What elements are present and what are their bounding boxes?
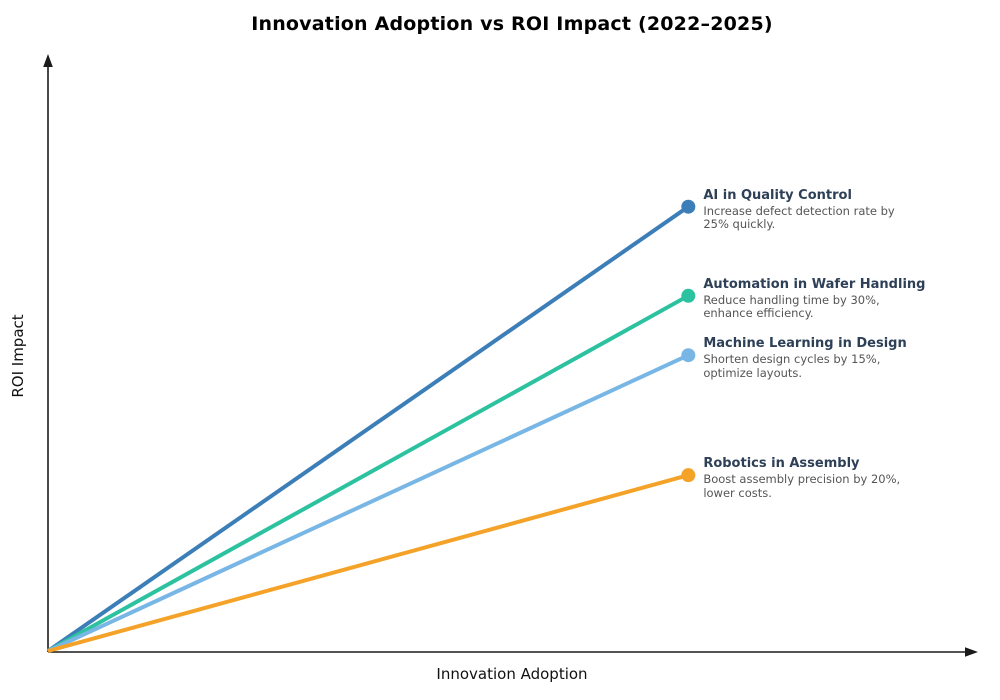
series-endpoint-dot-0 — [681, 199, 696, 214]
annotation-body: Boost assembly precision by 20%, lower c… — [703, 472, 901, 500]
annotation-2: Machine Learning in Design Shorten design… — [703, 336, 973, 380]
series-layer — [46, 199, 696, 653]
series-endpoint-dot-3 — [681, 468, 696, 483]
annotation-body: Reduce handling time by 30%, enhance eff… — [703, 292, 880, 321]
x-axis-label: Innovation Adoption — [436, 665, 588, 683]
annotation-body: Shorten design cycles by 15%, optimize l… — [703, 352, 881, 380]
annotation-3: Robotics in Assembly Boost assembly preci… — [703, 456, 973, 500]
annotation-body: Increase defect detection rate by 25% qu… — [703, 203, 895, 232]
series-line-1 — [47, 294, 690, 653]
x-axis-arrow-icon — [965, 647, 978, 657]
series-line-3 — [47, 473, 689, 653]
y-axis-arrow-icon — [43, 54, 53, 67]
series-line-0 — [46, 205, 690, 653]
series-line-2 — [47, 353, 690, 653]
annotation-1: Automation in Wafer Handling Reduce handl… — [703, 277, 973, 321]
annotation-title: Automation in Wafer Handling — [703, 276, 926, 292]
annotation-0: AI in Quality Control Increase defect det… — [703, 188, 973, 232]
y-axis-label: ROI Impact — [9, 314, 27, 398]
series-endpoint-dot-2 — [681, 348, 696, 363]
annotation-title: Robotics in Assembly — [703, 456, 860, 472]
annotation-title: Machine Learning in Design — [703, 336, 907, 352]
series-endpoint-dot-1 — [681, 288, 696, 303]
chart-title: Innovation Adoption vs ROI Impact (2022–… — [251, 13, 773, 35]
annotation-title: AI in Quality Control — [703, 187, 852, 203]
